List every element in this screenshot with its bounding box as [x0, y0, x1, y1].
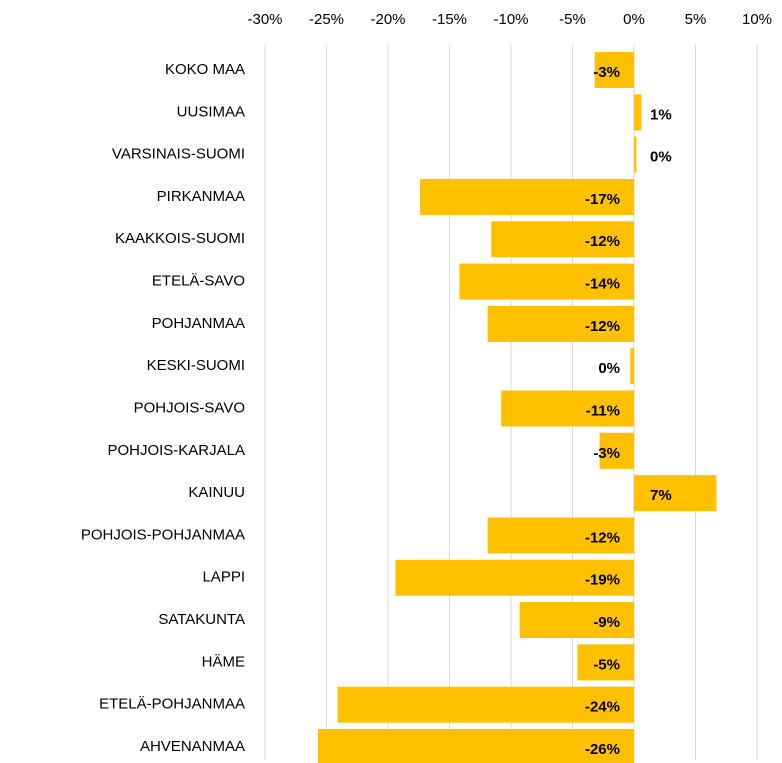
bar — [487, 517, 634, 554]
data-label: -24% — [585, 699, 620, 716]
data-label: -11% — [586, 402, 620, 419]
data-label: -17% — [585, 191, 620, 208]
x-tick-label: -15% — [432, 11, 467, 28]
bar — [395, 559, 634, 596]
y-tick-label: VARSINAIS-SUOMI — [112, 146, 245, 163]
data-label: -12% — [585, 529, 620, 546]
y-tick-label: POHJOIS-KARJALA — [107, 442, 245, 459]
y-tick-label: KESKI-SUOMI — [147, 357, 245, 374]
y-tick-label: PIRKANMAA — [157, 188, 245, 205]
y-tick-label: POHJOIS-POHJANMAA — [81, 526, 245, 543]
y-tick-label: LAPPI — [202, 569, 245, 586]
bar — [630, 348, 634, 385]
data-label: 0% — [598, 360, 620, 377]
bar — [317, 729, 634, 763]
x-tick-label: 5% — [685, 11, 707, 28]
data-label: -14% — [585, 276, 620, 293]
bar — [501, 390, 634, 427]
x-tick-label: -5% — [559, 11, 586, 28]
data-label: -12% — [585, 233, 620, 250]
y-tick-label: ETELÄ-SAVO — [152, 273, 245, 290]
x-tick-label: -25% — [309, 11, 344, 28]
bar — [491, 221, 634, 258]
bar — [594, 52, 634, 88]
x-tick-label: 10% — [742, 11, 772, 28]
y-tick-label: UUSIMAA — [177, 103, 245, 120]
x-tick-label: -20% — [370, 11, 405, 28]
y-tick-label: KAINUU — [188, 484, 245, 501]
x-tick-label: -10% — [493, 11, 528, 28]
data-label: -3% — [593, 64, 620, 81]
y-tick-label: KOKO MAA — [165, 61, 245, 78]
bar — [634, 136, 637, 173]
bar — [519, 602, 634, 639]
bar — [599, 432, 634, 469]
data-label: -12% — [585, 318, 620, 335]
y-tick-label: POHJOIS-SAVO — [134, 399, 245, 416]
data-label: -5% — [593, 656, 620, 673]
bar — [634, 475, 717, 512]
x-tick-label: -30% — [247, 11, 282, 28]
bar — [459, 263, 634, 300]
y-tick-label: SATAKUNTA — [158, 611, 245, 628]
bar — [337, 686, 634, 723]
data-label: 1% — [650, 106, 672, 123]
data-label: -3% — [593, 445, 620, 462]
data-label: 7% — [650, 487, 672, 504]
data-label: 0% — [650, 149, 672, 166]
data-label: -9% — [593, 614, 620, 631]
y-tick-label: AHVENANMAA — [140, 738, 245, 755]
y-tick-label: KAAKKOIS-SUOMI — [115, 230, 245, 247]
y-tick-label: POHJANMAA — [152, 315, 245, 332]
x-tick-label: 0% — [623, 11, 645, 28]
bar — [419, 178, 634, 215]
data-label: -19% — [585, 572, 620, 589]
bar — [634, 94, 642, 131]
bar — [487, 305, 634, 342]
data-label: -26% — [585, 741, 620, 758]
bar — [577, 644, 634, 681]
y-tick-label: HÄME — [202, 653, 245, 670]
y-tick-label: ETELÄ-POHJANMAA — [99, 696, 245, 713]
